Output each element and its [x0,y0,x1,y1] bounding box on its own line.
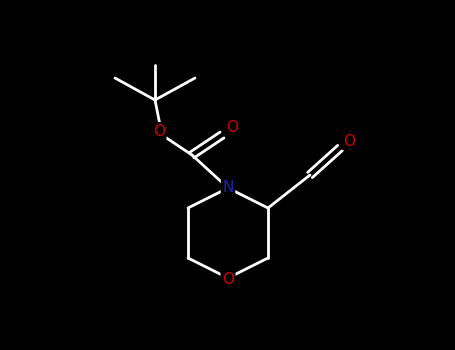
Text: O: O [222,273,234,287]
Text: N: N [222,181,234,196]
Text: O: O [343,133,355,148]
Text: O: O [226,119,238,134]
Text: O: O [153,124,165,139]
